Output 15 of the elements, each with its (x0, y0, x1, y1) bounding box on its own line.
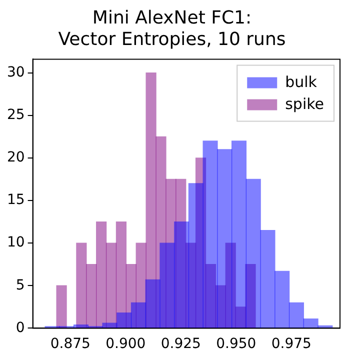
x-tick-label: 0.950 (216, 336, 256, 352)
x-tick-label: 0.875 (50, 336, 90, 352)
y-tick-label: 15 (6, 192, 25, 208)
x-tick-label: 0.975 (271, 336, 312, 352)
chart-title: Mini AlexNet FC1: Vector Entropies, 10 runs (58, 7, 286, 50)
y-tick-label: 20 (6, 150, 25, 166)
legend-label: spike (285, 95, 324, 114)
x-tick-label: 0.900 (106, 336, 146, 352)
y-tick-label: 10 (6, 234, 25, 251)
y-tick-label: 25 (6, 107, 25, 124)
y-tick-label: 0 (16, 320, 25, 336)
legend-label: bulk (285, 73, 318, 92)
x-tick-label: 0.925 (160, 336, 201, 352)
y-tick-label: 5 (16, 277, 25, 294)
y-tick-label: 30 (6, 64, 25, 80)
